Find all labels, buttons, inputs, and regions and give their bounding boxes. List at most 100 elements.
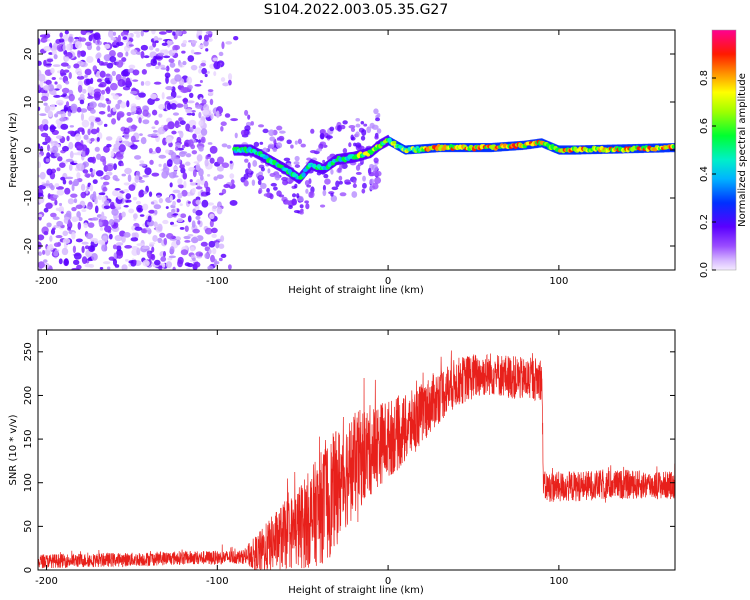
spectrogram-noise-blob xyxy=(171,208,176,213)
spectrogram-noise-blob xyxy=(128,64,136,69)
spectrogram-noise-blob xyxy=(142,109,149,117)
spectrogram-noise-blob xyxy=(73,198,78,204)
spectrogram-noise-blob xyxy=(181,144,186,149)
spectrogram-noise-blob xyxy=(142,203,149,211)
spectrogram-noise-blob xyxy=(73,160,78,164)
spectrogram-noise-blob xyxy=(52,92,57,96)
spectrogram-noise-blob xyxy=(215,241,220,249)
spectrogram-noise-blob xyxy=(38,184,46,190)
spectrogram-noise-blob xyxy=(162,166,170,173)
spectrogram-noise-blob xyxy=(226,144,232,149)
spectrogram-noise-blob xyxy=(89,168,93,173)
spectrogram-noise-blob xyxy=(201,199,209,208)
spectrogram-noise-blob xyxy=(138,190,143,198)
spectrogram-noise-blob xyxy=(181,30,187,35)
spectrogram-halo-blob xyxy=(305,188,309,194)
spectrogram-noise-blob xyxy=(158,113,163,118)
spectrogram-noise-blob xyxy=(77,127,85,132)
spectrogram-noise-blob xyxy=(184,161,191,166)
spectrogram-noise-blob xyxy=(177,184,182,188)
spectrogram-noise-blob xyxy=(117,192,123,200)
spectrogram-noise-blob xyxy=(68,180,73,185)
spectrogram-noise-blob xyxy=(62,145,69,152)
spectrogram-noise-blob xyxy=(56,110,64,115)
snr-y-tick-label: 50 xyxy=(23,520,34,533)
spectrogram-noise-blob xyxy=(179,62,183,68)
spectrogram-halo-blob xyxy=(335,180,340,188)
spectrogram-noise-blob xyxy=(108,219,115,226)
spectrogram-noise-blob xyxy=(126,199,132,203)
spectrogram-noise-blob xyxy=(59,68,65,77)
spectrogram-noise-blob xyxy=(142,259,150,267)
spectrogram-halo-blob xyxy=(325,135,333,139)
spectrogram-trace-core xyxy=(671,144,675,149)
spectrogram-noise-blob xyxy=(40,132,49,138)
snr-panel: -200 -100 0 100 0 50 100 150 200 250 Height of s… xyxy=(8,329,676,596)
spectrogram-noise-blob xyxy=(191,112,195,117)
spectrogram-noise-blob xyxy=(43,230,49,236)
spectrogram-noise-blob xyxy=(117,34,121,43)
spectrogram-halo-blob xyxy=(322,189,327,197)
spectrogram-noise-blob xyxy=(46,152,51,159)
spectrogram-noise-blob xyxy=(185,123,191,132)
spectrogram-noise-blob xyxy=(216,165,224,172)
spectrogram-noise-blob xyxy=(128,184,136,192)
spectrogram-noise-blob xyxy=(56,144,61,148)
spectrogram-noise-blob xyxy=(52,216,60,220)
spectrogram-halo-blob xyxy=(304,180,310,186)
spectrogram-noise-blob xyxy=(221,143,228,148)
spectrogram-noise-blob xyxy=(158,31,167,35)
snr-x-tick-label: -200 xyxy=(35,576,58,587)
spectrogram-noise-blob xyxy=(80,108,88,113)
spectrogram-noise-blob xyxy=(127,174,132,183)
spectrogram-trace-core xyxy=(301,172,306,178)
spectrogram-noise-blob xyxy=(102,181,110,186)
spectrogram-noise-blob xyxy=(104,61,108,65)
spectrogram-halo-blob xyxy=(293,209,301,214)
spectrogram-noise-blob xyxy=(218,243,225,249)
spectrogram-noise-blob xyxy=(149,93,157,100)
spectrogram-noise-blob xyxy=(203,40,209,47)
spectrogram-noise-blob xyxy=(213,71,217,77)
spectrogram-noise-blob xyxy=(105,136,113,141)
spectrogram-noise-blob xyxy=(200,241,208,247)
spectrogram-noise-blob xyxy=(85,151,89,156)
spectrogram-x-tick-label: 0 xyxy=(385,276,391,287)
spectrogram-halo-blob xyxy=(360,135,366,141)
spectrogram-noise-blob xyxy=(114,178,120,182)
spectrogram-noise-blob xyxy=(204,227,213,235)
spectrogram-noise-blob xyxy=(62,238,71,244)
spectrogram-noise-blob xyxy=(112,189,119,197)
spectrogram-halo-blob xyxy=(259,182,267,189)
spectrogram-noise-blob xyxy=(95,170,104,177)
spectrogram-noise-blob xyxy=(98,221,103,226)
spectrogram-noise-blob xyxy=(38,261,45,269)
spectrogram-noise-blob xyxy=(91,217,99,221)
spectrogram-noise-blob xyxy=(62,44,66,52)
spectrogram-noise-blob xyxy=(229,173,235,179)
spectrogram-noise-blob xyxy=(204,252,210,259)
spectrogram-noise-blob xyxy=(105,73,111,77)
spectrogram-halo-blob xyxy=(355,171,362,175)
spectrogram-noise-blob xyxy=(86,32,91,36)
spectrogram-noise-blob xyxy=(53,94,61,98)
spectrogram-noise-blob xyxy=(106,266,111,270)
spectrogram-halo-blob xyxy=(350,127,356,133)
spectrogram-noise-blob xyxy=(169,62,176,68)
spectrogram-x-tick-label: 100 xyxy=(549,276,568,287)
spectrogram-noise-blob xyxy=(170,103,177,110)
spectrogram-noise-blob xyxy=(130,135,136,143)
spectrogram-noise-blob xyxy=(85,232,94,240)
spectrogram-noise-blob xyxy=(187,215,192,223)
spectrogram-noise-blob xyxy=(112,244,118,250)
spectrogram-noise-blob xyxy=(54,113,59,118)
spectrogram-noise-blob xyxy=(230,118,238,122)
spectrogram-noise-blob xyxy=(165,206,169,209)
spectrogram-halo-blob xyxy=(319,133,325,140)
spectrogram-noise-blob xyxy=(112,218,121,223)
spectrogram-halo-blob xyxy=(309,149,317,154)
spectrogram-halo-blob xyxy=(329,126,335,132)
spectrogram-noise-blob xyxy=(171,130,177,135)
spectrogram-noise-blob xyxy=(128,208,135,214)
spectrogram-noise-blob xyxy=(124,167,132,175)
